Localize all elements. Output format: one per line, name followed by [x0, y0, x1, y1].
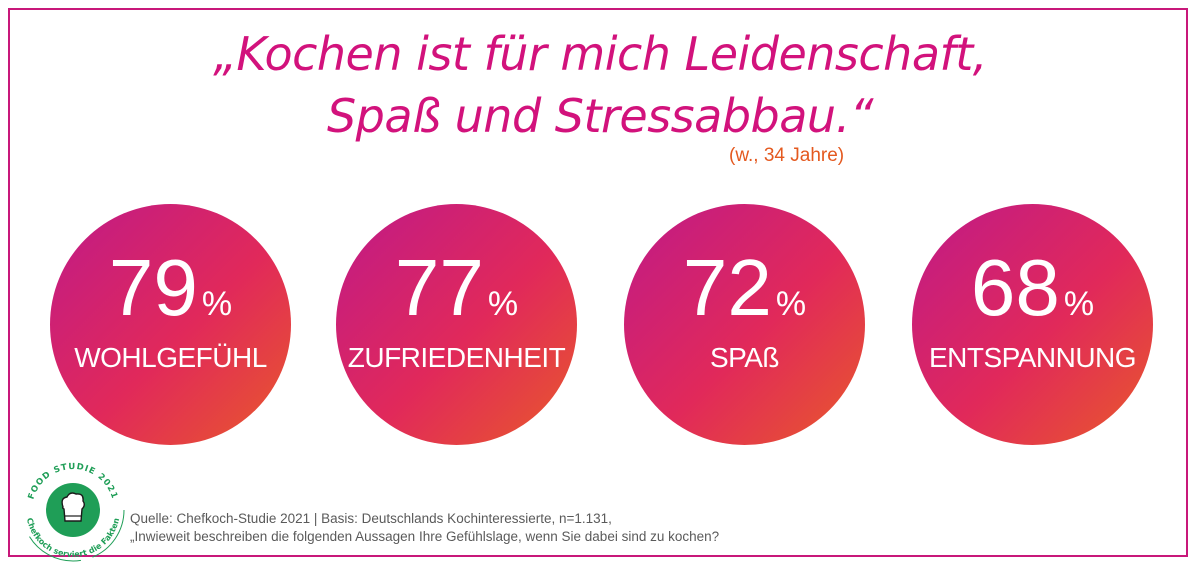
- stat-number: 79: [108, 243, 198, 332]
- stat-circle-entspannung: 68% ENTSPANNUNG: [912, 204, 1153, 445]
- stat-circle-zufriedenheit: 77% ZUFRIEDENHEIT: [336, 204, 577, 445]
- stat-circle-spass: 72% SPAß: [624, 204, 865, 445]
- badge-ring: [21, 458, 125, 562]
- stat-value: 77%: [336, 248, 577, 328]
- percent-sign: %: [487, 285, 519, 323]
- stat-label: SPAß: [709, 342, 780, 373]
- percent-sign: %: [1063, 285, 1095, 323]
- percent-sign: %: [775, 285, 807, 323]
- chef-hat-icon: [61, 492, 85, 522]
- source-line-1: Quelle: Chefkoch-Studie 2021 | Basis: De…: [130, 511, 612, 526]
- stat-number: 68: [970, 243, 1060, 332]
- quote-attribution: (w., 34 Jahre): [729, 145, 845, 166]
- stat-value: 79%: [50, 248, 291, 328]
- stat-value: 68%: [912, 248, 1153, 328]
- stat-value: 72%: [624, 248, 865, 328]
- stat-circle-wohlgefuehl: 79% WOHLGEFÜHL: [50, 204, 291, 445]
- stat-number: 77: [394, 243, 484, 332]
- stat-label: ZUFRIEDENHEIT: [347, 342, 566, 373]
- food-studie-badge: FOOD STUDIE 2021 Chefkoch serviert die F…: [21, 458, 125, 562]
- quote-line-2: Spaß und Stressabbau.“: [326, 89, 874, 143]
- stat-number: 72: [682, 243, 772, 332]
- stat-label: ENTSPANNUNG: [928, 342, 1137, 373]
- source-note: Quelle: Chefkoch-Studie 2021 | Basis: De…: [130, 510, 719, 546]
- frame-border: [8, 8, 1188, 557]
- stat-label: WOHLGEFÜHL: [74, 342, 267, 373]
- quote-line-1: „Kochen ist für mich Leidenschaft,: [213, 27, 987, 81]
- percent-sign: %: [201, 285, 233, 323]
- source-line-2: „Inwieweit beschreiben die folgenden Aus…: [130, 529, 720, 544]
